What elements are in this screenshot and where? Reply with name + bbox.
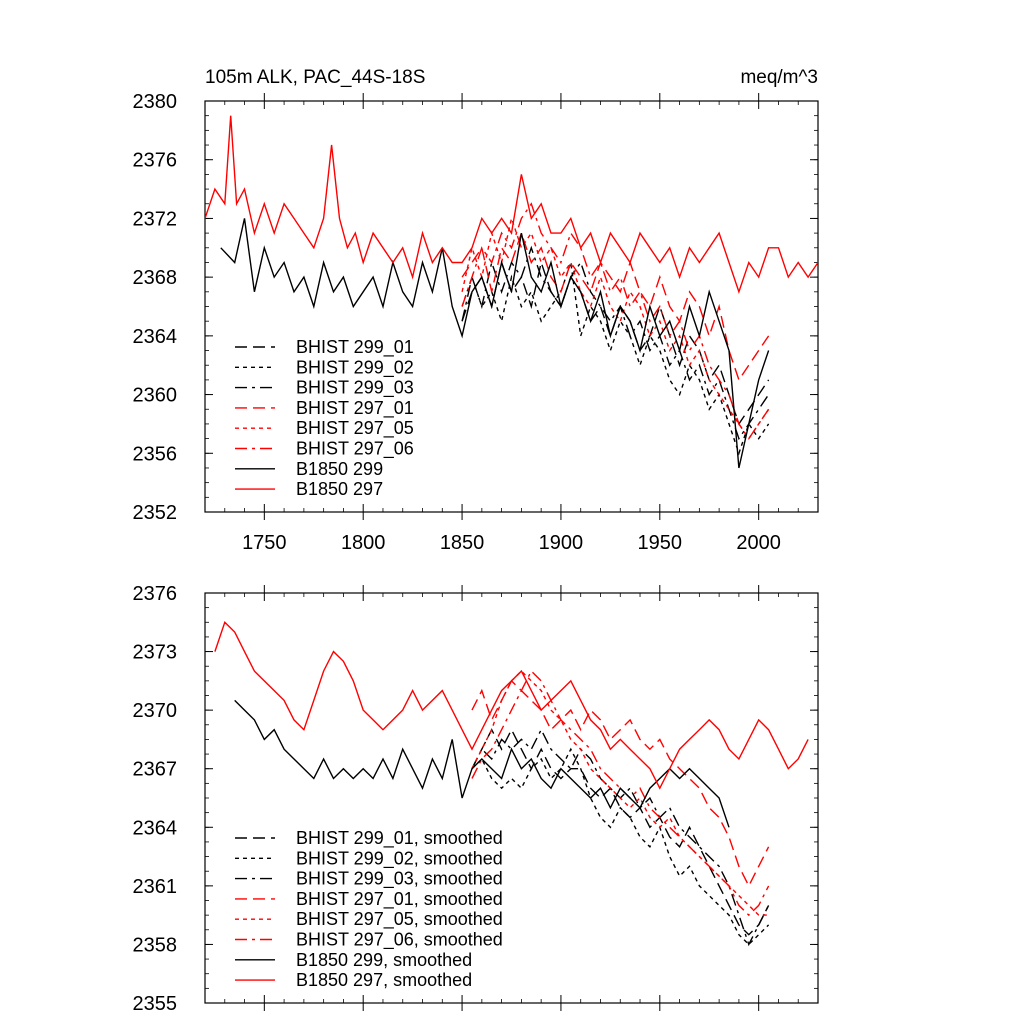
y-tick-label: 2372 [133, 208, 178, 230]
series-line [461, 215, 770, 440]
bottom-panel: 2355 2358 2361 2364 2367 2370 2373 2376 BHIST 29… [133, 583, 819, 1015]
legend-label: BHIST 297_05 [296, 418, 414, 439]
x-tick-label: 1900 [539, 532, 584, 554]
y-tick-label: 2352 [133, 502, 178, 524]
y-tick-label: 2361 [133, 876, 178, 898]
series-line [471, 669, 770, 917]
y-tick-label: 2373 [133, 642, 178, 664]
y-tick-label: 2380 [133, 91, 178, 113]
legend-label: BHIST 297_06 [296, 439, 414, 460]
legend-label: BHIST 299_02, smoothed [296, 848, 503, 869]
y-tick-label: 2364 [133, 326, 178, 348]
legend-label: BHIST 297_06, smoothed [296, 930, 503, 951]
series-line [461, 245, 770, 441]
series-line [214, 621, 809, 790]
legend-label: BHIST 299_01, smoothed [296, 828, 503, 849]
y-tick-label: 2376 [133, 583, 178, 605]
y-tick-label: 2368 [133, 267, 178, 289]
x-tick-label: 1800 [341, 532, 386, 554]
y-tick-label: 2376 [133, 150, 178, 172]
legend-label: BHIST 297_05, smoothed [296, 909, 503, 930]
series-line [461, 230, 770, 382]
series-line [471, 728, 770, 947]
legend-label: BHIST 299_03 [296, 378, 414, 399]
x-tick-label: 1750 [242, 532, 287, 554]
legend-label: B1850 299, smoothed [296, 950, 472, 970]
series-line [461, 202, 770, 440]
legend-label: BHIST 297_01 [296, 398, 414, 419]
series-line [205, 115, 818, 294]
x-tick-label: 1850 [440, 532, 485, 554]
y-tick-label: 2356 [133, 443, 178, 465]
units-label: meq/m^3 [740, 67, 818, 88]
y-tick-label: 2370 [133, 700, 178, 722]
chart-title: 105m ALK, PAC_44S-18S [205, 67, 425, 88]
series-line [461, 262, 770, 456]
series-line [471, 728, 770, 936]
series-line [471, 670, 769, 916]
top-panel: 1750 1800 1850 1900 1950 2000 2352 2356 2360 2364… [133, 91, 819, 554]
series-line [234, 699, 730, 828]
legend-label: BHIST 299_03, smoothed [296, 869, 503, 890]
series-line [471, 679, 770, 888]
legend-label: B1850 297, smoothed [296, 970, 472, 990]
y-tick-label: 2364 [133, 817, 178, 839]
legend-label: BHIST 299_01 [296, 337, 414, 358]
x-tick-label: 1950 [638, 532, 683, 554]
legend-label: BHIST 299_02 [296, 357, 414, 378]
legend-label: B1850 297 [296, 479, 383, 499]
y-tick-label: 2355 [133, 993, 178, 1015]
y-tick-label: 2360 [133, 385, 178, 407]
y-tick-label: 2367 [133, 759, 178, 781]
series-line [220, 218, 770, 469]
x-tick-label: 2000 [736, 532, 781, 554]
y-tick-label: 2358 [133, 934, 178, 956]
legend-label: BHIST 297_01, smoothed [296, 889, 503, 910]
series-line [471, 747, 770, 946]
legend-label: B1850 299 [296, 459, 383, 479]
